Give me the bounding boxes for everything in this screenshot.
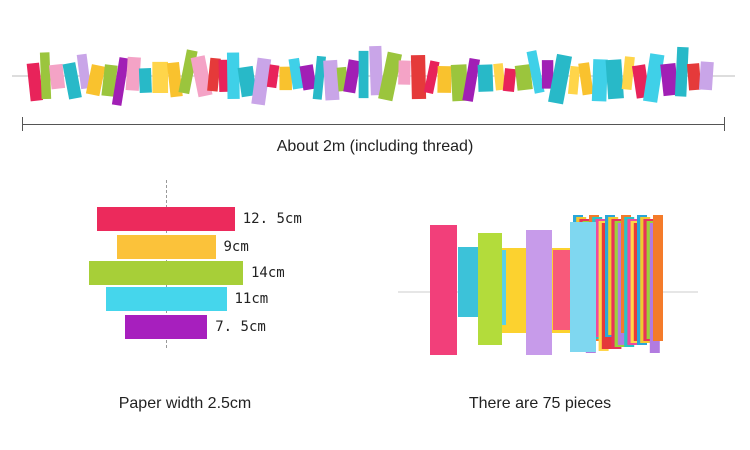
size-strip	[116, 235, 216, 259]
garland-paper-piece	[251, 57, 272, 106]
product-paper-piece	[526, 230, 552, 355]
garland-paper-piece	[279, 66, 292, 91]
garland-paper-piece	[85, 64, 106, 97]
garland-paper-piece	[621, 56, 635, 90]
size-strip-label: 12. 5cm	[242, 211, 302, 227]
garland-paper-piece	[686, 63, 702, 91]
length-caption: About 2m (including thread)	[276, 138, 474, 155]
paper-width-caption: Paper width 2.5cm	[118, 395, 252, 412]
product-paper-piece	[430, 225, 457, 355]
product-photo	[398, 180, 698, 365]
garland-paper-piece	[423, 60, 440, 94]
size-strip-label: 9cm	[223, 239, 249, 255]
size-strip-label: 14cm	[251, 265, 285, 281]
size-strip	[89, 261, 243, 285]
garland-paper-piece	[567, 65, 581, 95]
garland-paper-piece	[526, 50, 545, 94]
garland-paper-piece	[643, 53, 665, 103]
garland-illustration	[12, 45, 735, 106]
garland-paper-piece	[591, 59, 608, 102]
garland-paper-piece	[462, 57, 481, 102]
product-paper-piece	[570, 222, 596, 352]
garland-paper-piece	[541, 60, 554, 89]
garland-paper-piece	[237, 65, 257, 98]
garland-paper-piece	[477, 64, 494, 92]
size-diagram: 12. 5cm 9cm 14cm 11cm 7. 5cm	[0, 180, 375, 350]
size-strip	[124, 315, 208, 339]
garland-paper-piece	[190, 55, 213, 98]
garland-paper-piece	[369, 45, 384, 96]
garland-paper-piece	[266, 64, 280, 89]
garland-paper-piece	[101, 64, 118, 97]
garland-paper-piece	[493, 63, 506, 91]
garland-paper-piece	[48, 63, 66, 90]
size-strip-label: 7. 5cm	[215, 319, 266, 335]
garland-paper-piece	[660, 63, 679, 97]
product-paper-piece	[478, 233, 502, 345]
garland-paper-piece	[312, 55, 326, 100]
product-stack-piece	[653, 215, 663, 341]
garland-paper-piece	[698, 61, 714, 91]
garland-paper-piece	[166, 61, 183, 98]
garland-paper-piece	[152, 61, 169, 94]
garland-paper-piece	[605, 59, 624, 100]
garland-paper-piece	[111, 57, 129, 106]
garland-paper-piece	[138, 68, 152, 93]
size-strip-label: 11cm	[234, 291, 269, 307]
garland-paper-piece	[437, 66, 452, 93]
garland-paper-piece	[548, 53, 573, 105]
garland-paper-piece	[502, 68, 517, 92]
garland-paper-piece	[62, 62, 82, 100]
garland-paper-piece	[323, 59, 340, 101]
size-strip	[97, 207, 235, 231]
measurement-tick-left	[22, 117, 23, 131]
pieces-caption: There are 75 pieces	[468, 395, 612, 412]
garland-paper-piece	[218, 59, 229, 92]
garland-paper-piece	[674, 46, 689, 97]
garland-paper-piece	[299, 64, 317, 91]
garland-paper-piece	[26, 62, 44, 102]
garland-paper-piece	[398, 60, 411, 85]
garland-paper-piece	[358, 50, 369, 99]
size-strip	[105, 287, 227, 311]
garland-paper-piece	[578, 62, 594, 96]
garland-paper-piece	[410, 54, 427, 100]
garland-paper-piece	[226, 52, 240, 100]
garland-paper-piece	[76, 53, 91, 90]
measurement-tick-right	[724, 117, 725, 131]
garland-paper-piece	[125, 56, 141, 91]
product-illustration	[398, 215, 698, 355]
garland-paper-piece	[378, 51, 403, 102]
garland-paper-piece	[514, 64, 533, 91]
garland-paper-piece	[343, 59, 361, 94]
garland-paper-piece	[39, 52, 52, 100]
garland-paper-piece	[207, 57, 221, 92]
garland-strip	[0, 40, 750, 110]
measurement-line	[22, 124, 725, 125]
garland-paper-piece	[288, 57, 304, 90]
